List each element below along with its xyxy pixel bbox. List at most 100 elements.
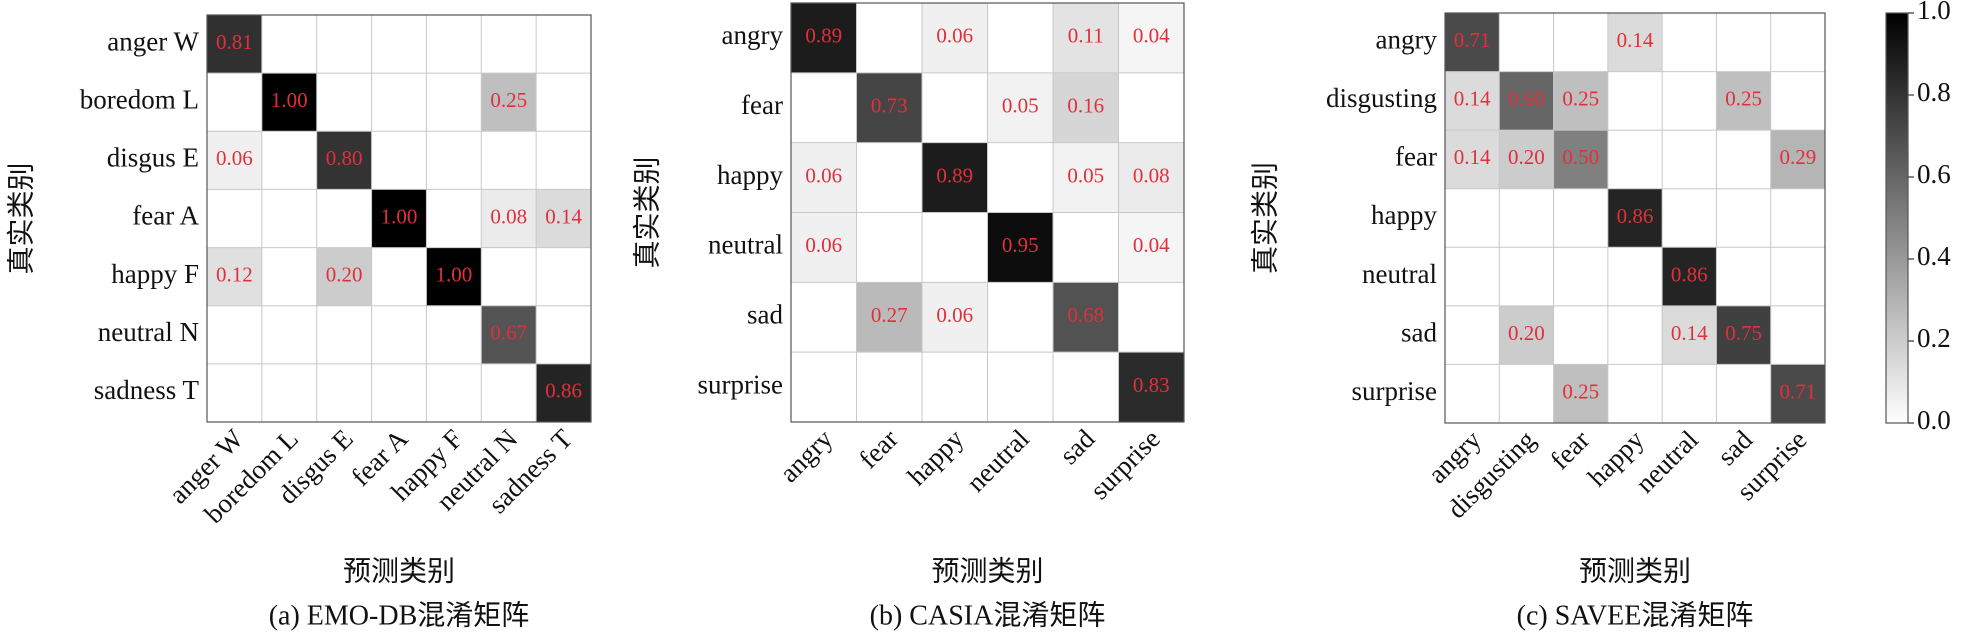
- x-axis-label: 预测类别: [343, 555, 455, 587]
- cell-label: 0.11: [1068, 24, 1104, 48]
- cell-label: 0.89: [936, 163, 973, 187]
- cell: [1607, 13, 1663, 72]
- y-tick-label: sad: [747, 299, 783, 329]
- cell: [1499, 71, 1554, 131]
- y-tick-label: neutral N: [98, 317, 199, 347]
- cell-label: 0.06: [936, 24, 973, 48]
- cell-label: 1.00: [271, 88, 308, 112]
- cell-label: 0.68: [1067, 303, 1104, 327]
- x-tick-label: angry: [774, 423, 839, 488]
- y-tick-label: neutral: [708, 230, 783, 260]
- cell: [1053, 72, 1119, 143]
- cell: [791, 142, 857, 213]
- y-tick-label: neutral: [1362, 259, 1437, 289]
- colorbar-tick-label: 0.0: [1917, 405, 1951, 435]
- plot-frame: [206, 14, 592, 423]
- y-tick-label: happy F: [111, 259, 199, 289]
- cell-label: 0.67: [490, 321, 527, 345]
- y-tick-label: disgusting: [1326, 83, 1437, 113]
- cell: [922, 282, 988, 353]
- cell: [922, 142, 988, 213]
- y-tick-label: fear: [1395, 142, 1437, 172]
- cell: [791, 212, 857, 283]
- cell: [536, 363, 591, 422]
- caption: (b) CASIA混淆矩阵: [870, 599, 1106, 631]
- caption: (c) SAVEE混淆矩阵: [1517, 599, 1754, 631]
- y-axis-label: 真实类别: [631, 156, 663, 268]
- cell: [481, 73, 537, 132]
- cell-label: 0.86: [545, 379, 582, 403]
- cell-label: 0.08: [490, 204, 527, 228]
- cell: [207, 15, 262, 74]
- cell: [536, 189, 591, 248]
- cell: [1553, 130, 1608, 189]
- cell-label: 0.04: [1133, 24, 1170, 48]
- cell: [1716, 71, 1771, 131]
- plot-frame: [1444, 12, 1826, 424]
- cell: [856, 282, 922, 353]
- cell: [207, 131, 262, 190]
- cell-label: 0.16: [1067, 94, 1104, 118]
- cell-label: 0.25: [1562, 380, 1599, 404]
- cell-label: 0.04: [1133, 233, 1170, 257]
- cell-label: 0.14: [545, 204, 582, 228]
- colorbar-tick-label: 0.6: [1917, 159, 1951, 189]
- cell: [1499, 130, 1554, 189]
- cell: [1053, 282, 1119, 353]
- cell: [426, 247, 482, 306]
- cell: [987, 212, 1053, 283]
- cell: [1445, 13, 1500, 72]
- x-axis-label: 预测类别: [1579, 555, 1691, 587]
- cell: [261, 73, 317, 132]
- y-tick-label: sadness T: [94, 375, 200, 405]
- y-tick-label: happy: [717, 160, 783, 190]
- cell-label: 0.50: [1562, 145, 1599, 169]
- cell-label: 0.14: [1454, 145, 1491, 169]
- cell-label: 0.06: [216, 146, 253, 170]
- cell-label: 0.83: [1133, 373, 1170, 397]
- y-tick-label: angry: [722, 20, 784, 50]
- cell-label: 0.86: [1671, 262, 1708, 286]
- cell: [1445, 71, 1500, 131]
- y-axis-label: 真实类别: [1249, 162, 1281, 274]
- cell-label: 0.29: [1779, 145, 1816, 169]
- cell-label: 0.27: [871, 303, 908, 327]
- cell: [1607, 188, 1663, 248]
- cell: [1053, 3, 1119, 73]
- cell: [1553, 71, 1608, 131]
- x-tick-label: neutral: [1630, 424, 1704, 498]
- cell: [481, 189, 537, 248]
- cell: [1553, 364, 1608, 423]
- cell-label: 0.73: [871, 94, 908, 118]
- x-tick-label: sad: [1054, 423, 1101, 470]
- y-tick-label: sad: [1401, 317, 1437, 347]
- y-tick-label: fear A: [132, 201, 199, 231]
- cell-label: 0.80: [326, 146, 363, 170]
- y-tick-label: boredom L: [80, 84, 199, 114]
- cell-label: 0.20: [326, 262, 363, 286]
- colorbar: [1885, 12, 1909, 424]
- cell-label: 0.20: [1508, 321, 1545, 345]
- cell: [922, 3, 988, 73]
- cell: [1118, 142, 1184, 213]
- x-tick-label: neutral: [961, 423, 1035, 497]
- cell: [481, 305, 537, 364]
- y-tick-label: happy: [1371, 200, 1437, 230]
- cell: [316, 247, 372, 306]
- x-axis-label: 预测类别: [931, 555, 1043, 587]
- cell-label: 1.00: [435, 262, 472, 286]
- cell: [791, 3, 857, 73]
- x-tick-label: fear: [853, 423, 904, 474]
- cell: [987, 72, 1053, 143]
- cell-label: 0.06: [805, 233, 842, 257]
- cell-label: 0.05: [1002, 94, 1039, 118]
- colorbar-tick-label: 0.2: [1917, 323, 1951, 353]
- cell-label: 0.20: [1508, 145, 1545, 169]
- cell-label: 0.25: [490, 88, 527, 112]
- cell: [1662, 305, 1717, 365]
- cell: [856, 72, 922, 143]
- cell: [1499, 305, 1554, 365]
- caption: (a) EMO-DB混淆矩阵: [269, 599, 530, 631]
- y-tick-label: disgus E: [107, 143, 199, 173]
- y-tick-label: fear: [741, 90, 783, 120]
